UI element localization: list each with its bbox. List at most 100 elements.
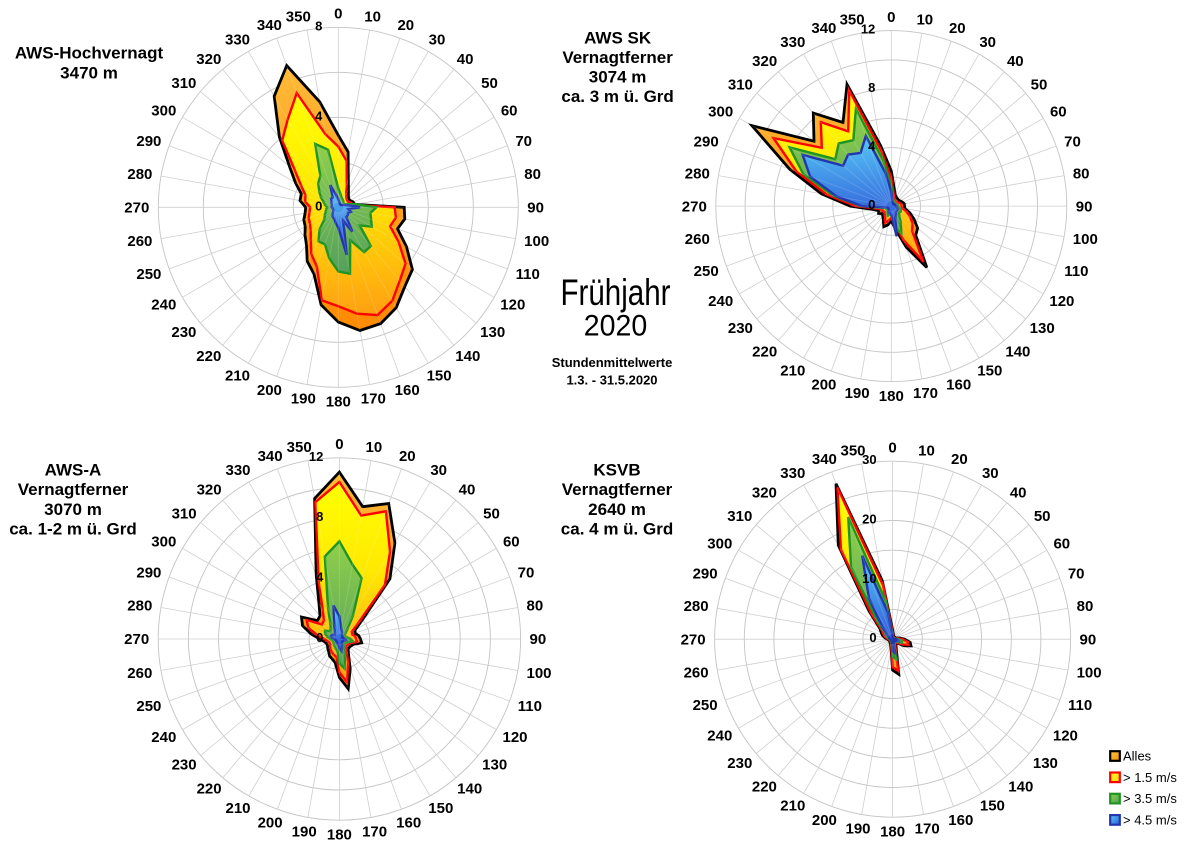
svg-text:290: 290 [693,566,718,583]
svg-text:3470 m: 3470 m [60,64,118,83]
svg-text:330: 330 [780,465,805,482]
svg-text:190: 190 [292,823,317,840]
svg-text:230: 230 [728,320,753,337]
svg-text:130: 130 [482,757,507,774]
svg-text:300: 300 [707,535,732,552]
svg-text:300: 300 [151,534,176,551]
svg-text:270: 270 [124,200,149,217]
svg-text:170: 170 [913,385,938,402]
svg-text:12: 12 [309,449,323,464]
svg-text:180: 180 [880,823,905,840]
svg-text:340: 340 [257,17,282,34]
svg-text:240: 240 [707,727,732,744]
svg-text:4: 4 [315,108,323,123]
svg-text:250: 250 [136,266,161,283]
svg-text:90: 90 [527,200,544,217]
svg-text:60: 60 [501,103,518,120]
svg-text:50: 50 [1031,77,1048,94]
svg-text:30: 30 [982,465,999,482]
svg-text:350: 350 [287,439,312,456]
svg-text:150: 150 [427,368,452,385]
svg-text:100: 100 [1077,665,1102,682]
svg-text:120: 120 [1053,727,1078,744]
svg-text:220: 220 [197,781,222,798]
svg-text:200: 200 [812,812,837,829]
svg-text:0: 0 [334,6,342,23]
svg-text:200: 200 [257,382,282,399]
svg-text:2640 m: 2640 m [588,500,646,519]
svg-text:190: 190 [845,821,870,838]
svg-text:280: 280 [685,165,710,182]
svg-text:4: 4 [868,139,876,154]
svg-text:330: 330 [780,34,805,51]
svg-text:240: 240 [151,297,176,314]
svg-text:290: 290 [136,564,161,581]
svg-text:250: 250 [694,263,719,280]
svg-text:4: 4 [316,570,324,585]
svg-text:100: 100 [526,665,551,682]
svg-text:150: 150 [977,362,1002,379]
svg-text:210: 210 [780,798,805,815]
svg-text:60: 60 [1050,104,1067,121]
svg-text:150: 150 [428,800,453,817]
svg-text:260: 260 [685,231,710,248]
svg-text:30: 30 [862,452,876,467]
svg-text:80: 80 [1077,598,1094,615]
svg-text:230: 230 [172,757,197,774]
svg-text:50: 50 [483,506,500,523]
svg-text:20: 20 [399,448,416,465]
svg-text:130: 130 [480,324,505,341]
svg-text:140: 140 [1008,779,1033,796]
svg-text:220: 220 [752,344,777,361]
svg-text:0: 0 [868,197,875,212]
svg-text:70: 70 [1064,134,1081,151]
svg-text:260: 260 [684,665,709,682]
svg-text:8: 8 [868,80,875,95]
svg-text:310: 310 [171,75,196,92]
svg-text:30: 30 [979,34,996,51]
svg-text:40: 40 [457,51,474,68]
svg-text:AWS-A: AWS-A [45,461,102,480]
svg-text:12: 12 [861,22,875,37]
svg-text:340: 340 [811,20,836,37]
svg-text:60: 60 [1053,535,1070,552]
svg-text:0: 0 [887,9,895,26]
svg-text:340: 340 [812,451,837,468]
svg-text:> 3.5 m/s: > 3.5 m/s [1123,791,1177,806]
svg-text:130: 130 [1033,755,1058,772]
svg-text:300: 300 [151,103,176,120]
svg-text:120: 120 [500,297,525,314]
svg-text:0: 0 [888,439,896,456]
svg-text:Vernagtferner: Vernagtferner [562,480,673,499]
svg-text:40: 40 [1007,53,1024,70]
svg-text:20: 20 [862,512,876,527]
svg-text:AWS-Hochvernagt: AWS-Hochvernagt [15,44,164,63]
svg-text:110: 110 [516,266,540,283]
svg-text:270: 270 [124,631,149,648]
svg-text:310: 310 [728,77,753,94]
svg-text:70: 70 [1068,566,1085,583]
svg-text:140: 140 [455,348,480,365]
svg-text:250: 250 [136,698,161,715]
svg-text:ca. 1-2 m ü. Grd: ca. 1-2 m ü. Grd [9,520,137,539]
svg-text:250: 250 [693,697,718,714]
svg-text:0: 0 [869,630,876,645]
svg-text:350: 350 [840,442,865,459]
svg-text:280: 280 [684,598,709,615]
svg-text:170: 170 [915,821,940,838]
svg-text:1.3. - 31.5.2020: 1.3. - 31.5.2020 [566,373,657,388]
svg-text:160: 160 [396,815,421,832]
svg-text:220: 220 [752,779,777,796]
svg-text:8: 8 [316,509,323,524]
svg-text:210: 210 [780,362,805,379]
svg-text:260: 260 [127,233,152,250]
svg-text:Vernagtferner: Vernagtferner [18,480,129,499]
svg-text:190: 190 [845,385,870,402]
svg-text:270: 270 [682,198,707,215]
svg-text:100: 100 [1073,231,1098,248]
svg-text:0: 0 [315,198,322,213]
svg-text:Frühjahr: Frühjahr [561,272,671,313]
svg-text:340: 340 [258,448,283,465]
svg-text:90: 90 [1076,198,1093,215]
svg-text:90: 90 [1080,631,1097,648]
